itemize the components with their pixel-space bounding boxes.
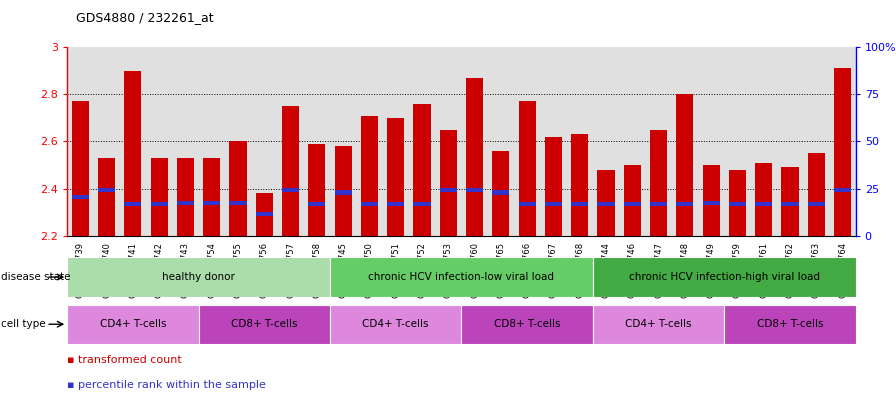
Bar (361, 202, 378, 206)
Bar (807, 202, 825, 206)
Text: CD8+ T-cells: CD8+ T-cells (231, 319, 297, 329)
Text: cell type: cell type (1, 319, 46, 329)
Text: CD4+ T-cells: CD4+ T-cells (625, 319, 692, 329)
Bar (98, 158, 116, 236)
Bar (151, 202, 168, 206)
Bar (676, 94, 694, 236)
Bar (834, 188, 851, 192)
Bar (282, 188, 299, 192)
Bar (203, 201, 220, 205)
Bar (593, 257, 856, 297)
Bar (151, 158, 168, 236)
Bar (571, 134, 589, 236)
Bar (334, 146, 352, 236)
Bar (255, 193, 273, 236)
Bar (545, 202, 562, 206)
Bar (72, 195, 89, 199)
Bar (755, 163, 772, 236)
Bar (755, 202, 772, 206)
Text: CD4+ T-cells: CD4+ T-cells (363, 319, 429, 329)
Bar (440, 188, 457, 192)
Bar (781, 202, 798, 206)
Bar (361, 116, 378, 236)
Bar (461, 305, 593, 344)
Bar (598, 170, 615, 236)
Bar (282, 106, 299, 236)
Text: CD8+ T-cells: CD8+ T-cells (757, 319, 823, 329)
Bar (598, 202, 615, 206)
Bar (72, 101, 89, 236)
Bar (650, 130, 668, 236)
Bar (67, 257, 330, 297)
Bar (229, 201, 246, 205)
Bar (650, 202, 668, 206)
Text: chronic HCV infection-high viral load: chronic HCV infection-high viral load (629, 272, 820, 282)
Bar (728, 170, 746, 236)
Bar (676, 202, 694, 206)
Bar (229, 141, 246, 236)
Bar (781, 167, 798, 236)
Bar (724, 305, 856, 344)
Bar (492, 151, 510, 236)
Bar (624, 202, 641, 206)
Text: GDS4880 / 232261_at: GDS4880 / 232261_at (76, 11, 214, 24)
Text: CD4+ T-cells: CD4+ T-cells (99, 319, 166, 329)
Bar (387, 118, 404, 236)
Bar (519, 101, 536, 236)
Text: CD8+ T-cells: CD8+ T-cells (494, 319, 560, 329)
Bar (199, 305, 330, 344)
Bar (624, 165, 641, 236)
Bar (466, 78, 483, 236)
Bar (308, 202, 325, 206)
Text: chronic HCV infection-low viral load: chronic HCV infection-low viral load (368, 272, 555, 282)
Bar (413, 104, 431, 236)
Bar (702, 201, 719, 205)
Text: healthy donor: healthy donor (162, 272, 235, 282)
Bar (177, 158, 194, 236)
Bar (177, 201, 194, 205)
Bar (125, 71, 142, 236)
Bar (593, 305, 724, 344)
Text: disease state: disease state (1, 272, 71, 282)
Bar (702, 165, 719, 236)
Bar (807, 153, 825, 236)
Bar (571, 202, 589, 206)
Bar (834, 68, 851, 236)
Bar (387, 202, 404, 206)
Bar (519, 202, 536, 206)
Bar (728, 202, 746, 206)
Bar (255, 211, 273, 216)
Bar (203, 158, 220, 236)
Bar (67, 305, 199, 344)
Bar (466, 188, 483, 192)
Bar (330, 257, 593, 297)
Bar (308, 144, 325, 236)
Bar (98, 188, 116, 192)
Bar (334, 190, 352, 195)
Bar (125, 202, 142, 206)
Bar (492, 190, 510, 195)
Bar (330, 305, 461, 344)
Text: ▪ transformed count: ▪ transformed count (67, 354, 182, 365)
Bar (413, 202, 431, 206)
Bar (545, 137, 562, 236)
Bar (440, 130, 457, 236)
Text: ▪ percentile rank within the sample: ▪ percentile rank within the sample (67, 380, 266, 390)
